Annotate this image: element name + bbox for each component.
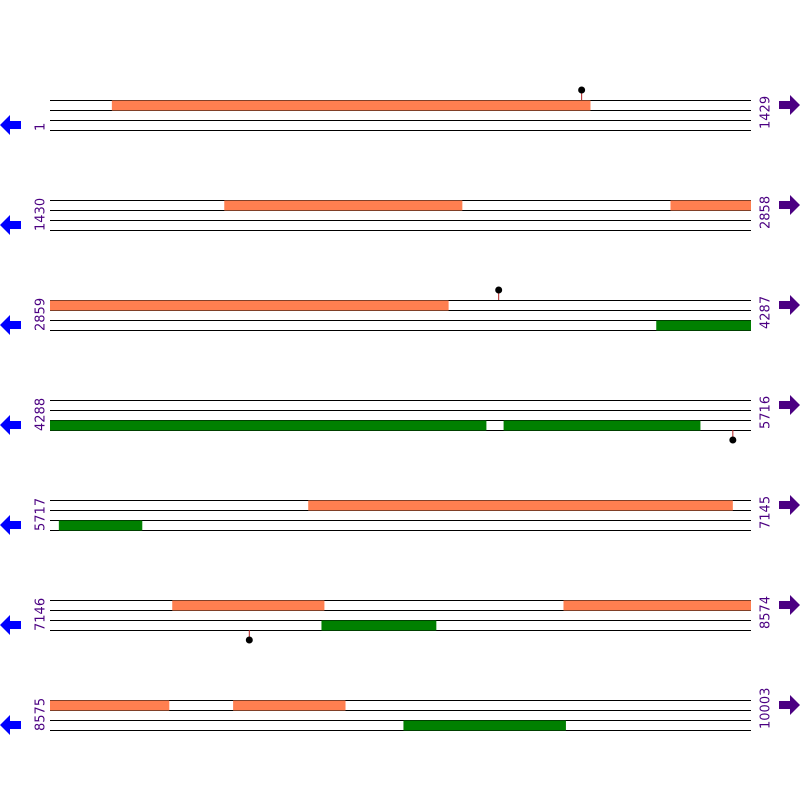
end-label: 8574 bbox=[759, 596, 774, 629]
orf-bar bbox=[172, 600, 325, 611]
start-label: 7146 bbox=[34, 598, 49, 631]
reverse-arrow bbox=[0, 515, 21, 535]
start-label: 4288 bbox=[34, 398, 49, 431]
end-label: 4287 bbox=[759, 296, 774, 329]
orf-bar bbox=[50, 300, 449, 311]
orf-bar bbox=[503, 420, 701, 431]
end-label: 2858 bbox=[759, 196, 774, 229]
start-label: 8575 bbox=[34, 698, 49, 731]
orf-bar bbox=[50, 700, 170, 711]
orf-bar bbox=[563, 600, 751, 611]
orf-bar bbox=[308, 500, 733, 511]
orf-bar bbox=[656, 320, 751, 331]
end-label: 5716 bbox=[759, 396, 774, 429]
orf-bar bbox=[233, 700, 346, 711]
reverse-arrow bbox=[0, 115, 21, 135]
start-label: 1 bbox=[34, 123, 49, 131]
marker-dot bbox=[729, 436, 737, 444]
forward-arrow bbox=[779, 695, 800, 715]
orf-bar bbox=[403, 720, 566, 731]
forward-arrow bbox=[779, 395, 800, 415]
forward-arrow bbox=[779, 95, 800, 115]
reverse-arrow bbox=[0, 215, 21, 235]
reverse-arrow bbox=[0, 715, 21, 735]
end-label: 7145 bbox=[759, 496, 774, 529]
forward-arrow bbox=[779, 495, 800, 515]
end-label: 10003 bbox=[759, 688, 774, 729]
orf-bar bbox=[670, 200, 751, 211]
orf-bar bbox=[50, 420, 487, 431]
forward-arrow bbox=[779, 595, 800, 615]
marker-dot bbox=[245, 636, 253, 644]
end-label: 1429 bbox=[759, 96, 774, 129]
orf-bar bbox=[224, 200, 463, 211]
forward-arrow bbox=[779, 195, 800, 215]
orf-bar bbox=[111, 100, 591, 111]
orf-bar bbox=[58, 520, 143, 531]
reverse-arrow bbox=[0, 615, 21, 635]
marker-dot bbox=[495, 286, 503, 294]
orf-bar bbox=[321, 620, 437, 631]
marker-dot bbox=[578, 86, 586, 94]
start-label: 5717 bbox=[34, 498, 49, 531]
start-label: 2859 bbox=[34, 298, 49, 331]
forward-arrow bbox=[779, 295, 800, 315]
reverse-arrow bbox=[0, 315, 21, 335]
start-label: 1430 bbox=[34, 198, 49, 231]
reverse-arrow bbox=[0, 415, 21, 435]
